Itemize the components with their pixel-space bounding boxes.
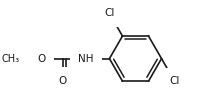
Text: Cl: Cl	[169, 76, 180, 86]
Text: NH: NH	[78, 54, 94, 64]
Text: Cl: Cl	[104, 9, 115, 19]
Text: CH₃: CH₃	[1, 54, 20, 64]
Text: O: O	[58, 76, 67, 86]
Text: O: O	[38, 54, 46, 64]
